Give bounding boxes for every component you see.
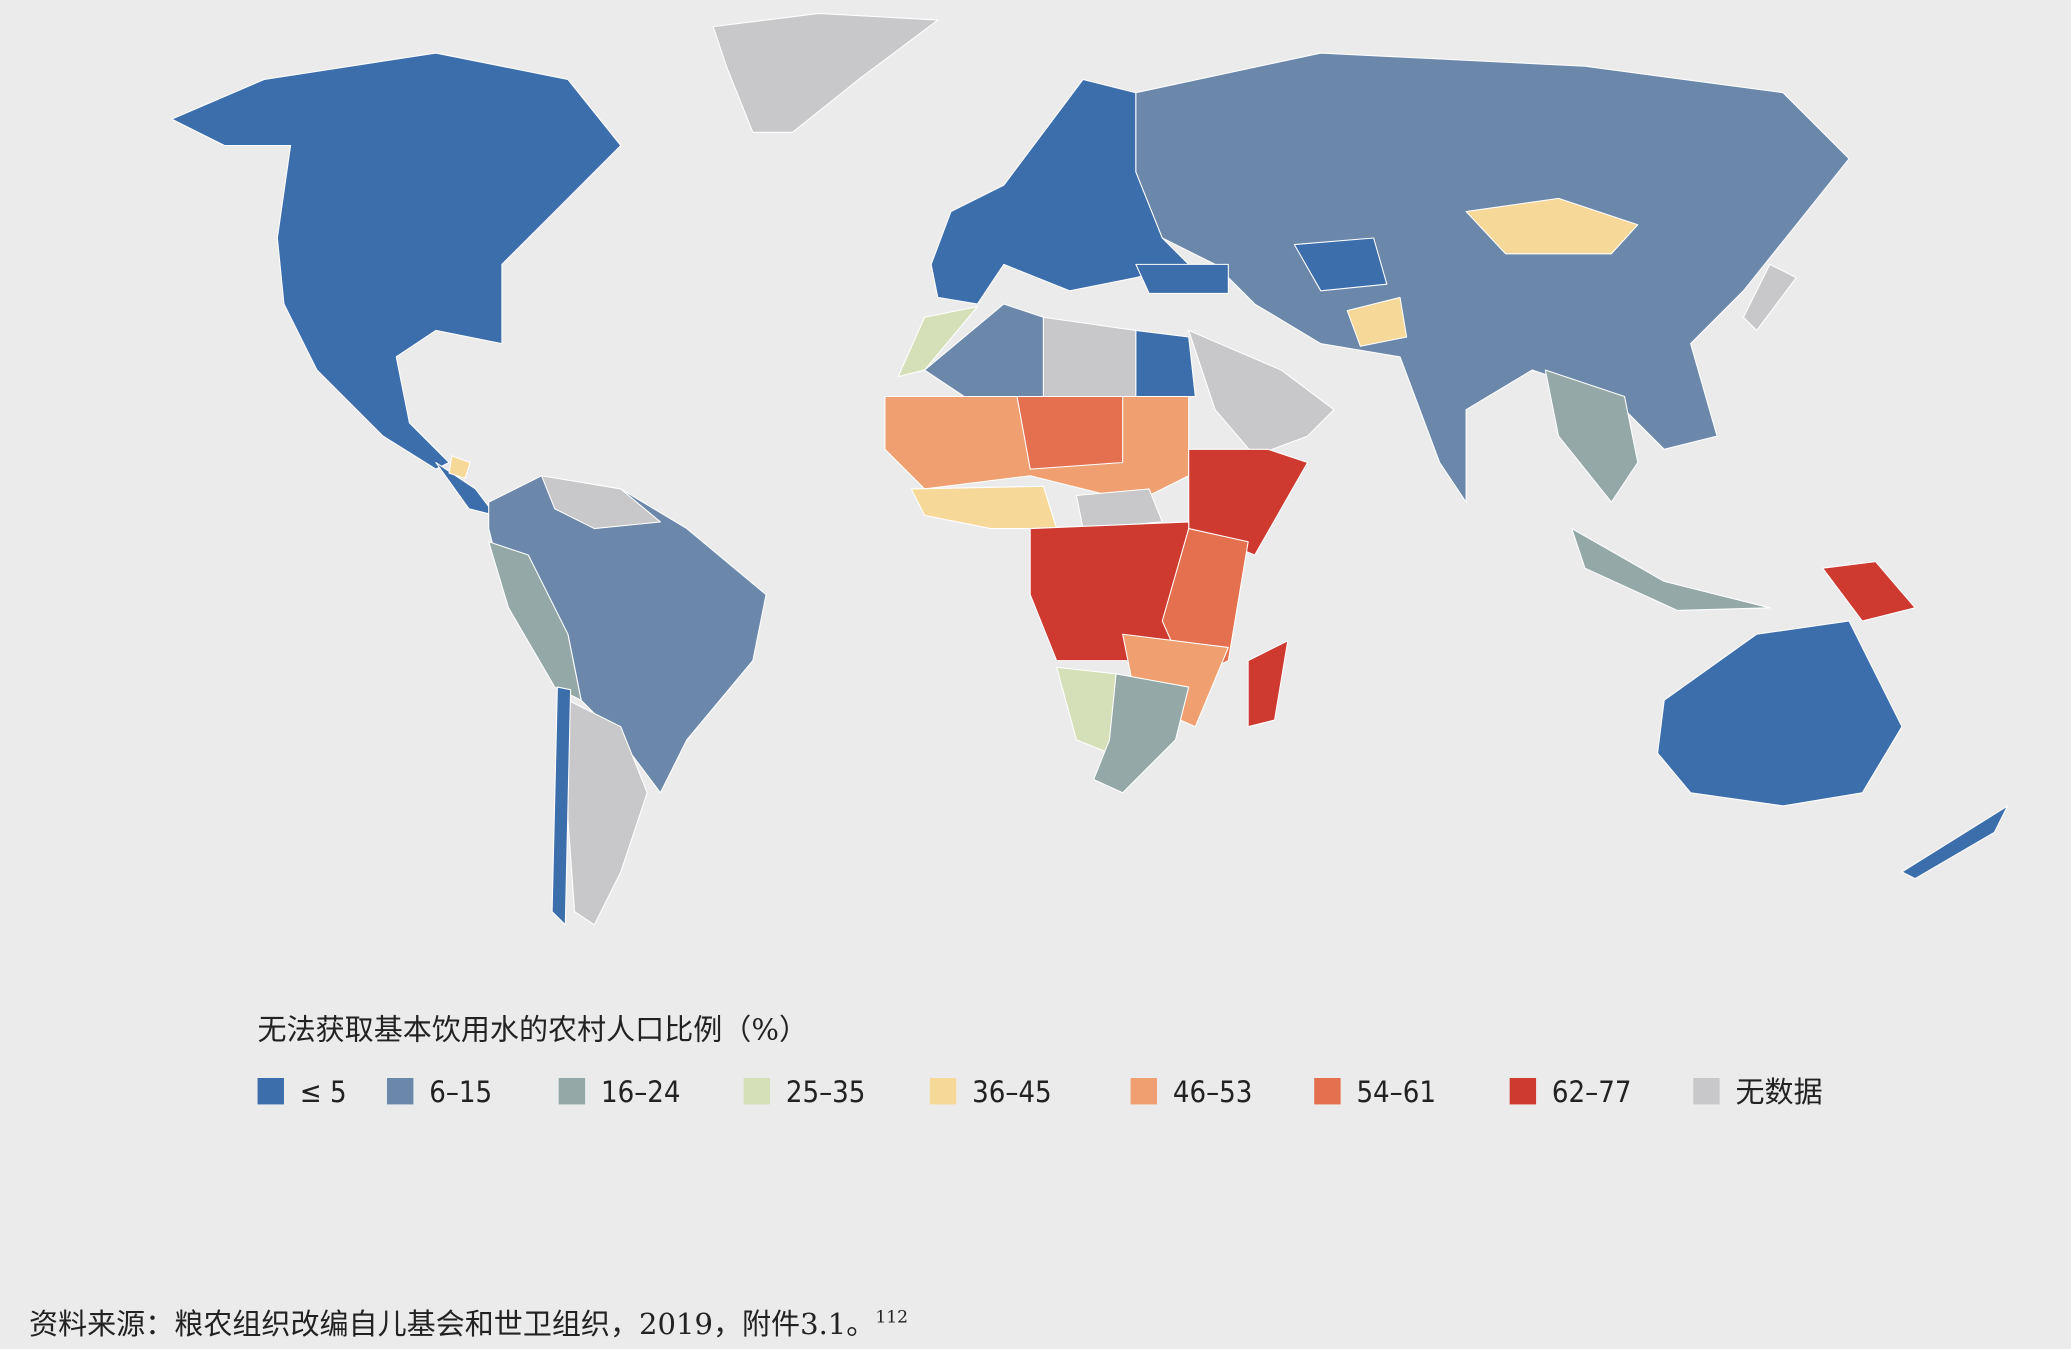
legend-label: 无数据 xyxy=(1736,1075,1823,1109)
japan xyxy=(1742,263,1797,331)
north-america xyxy=(171,52,622,470)
legend-swatch xyxy=(386,1078,414,1105)
legend-swatch xyxy=(558,1078,586,1105)
afghanistan xyxy=(1346,296,1408,347)
legend-swatch xyxy=(1693,1078,1720,1105)
turkey xyxy=(1135,263,1229,294)
papua-new-guinea xyxy=(1822,561,1916,622)
source: 资料来源：粮农组织改编自儿基会和世卫组织，2019，附件3.1。112 xyxy=(29,1307,908,1341)
legend-label: 62–77 xyxy=(1552,1075,1632,1109)
legend: ≤ 5 6–15 16–24 25–35 36–45 46–53 54–61 62–77 无数据 xyxy=(257,1075,1823,1109)
legend-label: 46–53 xyxy=(1173,1075,1253,1109)
arabia xyxy=(1188,329,1335,457)
legend-swatch xyxy=(1314,1078,1341,1105)
niger-chad xyxy=(1016,395,1124,470)
andes xyxy=(488,541,582,701)
madagascar xyxy=(1247,640,1289,728)
morocco xyxy=(897,306,978,378)
new-zealand xyxy=(1901,805,2009,880)
legend-label: 25–35 xyxy=(786,1075,866,1109)
egypt xyxy=(1135,329,1196,398)
caribbean xyxy=(448,455,471,479)
indonesia xyxy=(1571,528,1771,611)
legend-swatch xyxy=(257,1078,284,1105)
legend-swatch xyxy=(743,1078,771,1105)
west-africa-coast xyxy=(910,485,1058,530)
chile xyxy=(551,686,572,926)
argentina xyxy=(567,699,648,926)
southern-africa xyxy=(1093,673,1190,794)
source-note: 112 xyxy=(875,1307,908,1327)
legend-label: 36–45 xyxy=(972,1075,1052,1109)
legend-swatch xyxy=(929,1078,957,1105)
horn-of-africa xyxy=(1188,448,1309,556)
mongolia xyxy=(1465,197,1639,255)
greenland xyxy=(712,12,939,133)
legend-label: ≤ 5 xyxy=(300,1075,347,1109)
central-asia xyxy=(1293,237,1388,292)
central-african-republic xyxy=(1075,488,1163,530)
legend-title: 无法获取基本饮用水的农村人口比例（%） xyxy=(258,1013,808,1047)
legend-swatch xyxy=(1130,1078,1158,1105)
legend-label: 54–61 xyxy=(1356,1075,1436,1109)
world-map xyxy=(171,12,2009,926)
libya xyxy=(1042,316,1137,398)
source-text: 资料来源：粮农组织改编自儿基会和世卫组织，2019，附件3.1。 xyxy=(29,1307,875,1341)
venezuela-guianas xyxy=(540,475,661,530)
australia xyxy=(1657,620,1903,807)
legend-swatch xyxy=(1509,1078,1537,1105)
legend-label: 16–24 xyxy=(601,1075,681,1109)
legend-label: 6–15 xyxy=(429,1075,492,1109)
southeast-asia xyxy=(1544,369,1639,503)
